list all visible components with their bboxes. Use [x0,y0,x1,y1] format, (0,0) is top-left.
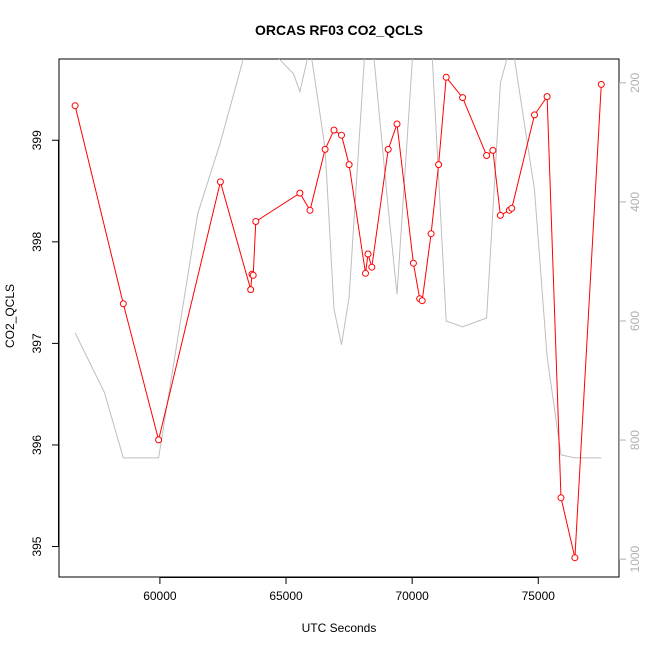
data-point [489,146,497,154]
data-point [296,189,304,197]
primary-series [71,73,605,562]
chart-title: ORCAS RF03 CO2_QCLS [255,22,423,38]
data-point [330,126,338,134]
y-tick-label: 396 [30,435,44,455]
data-point [531,111,538,119]
secondary-series-line [74,59,602,459]
data-point [571,554,579,562]
data-point [442,73,450,81]
data-point [557,494,565,502]
y-tick-label: 399 [30,130,44,150]
data-point [543,93,551,101]
data-point [459,94,467,102]
data-point [216,178,224,186]
data-point [508,204,516,212]
x-tick-label: 75000 [522,589,556,603]
data-point [321,145,329,153]
secondary-series [74,59,602,459]
data-point [155,436,163,444]
x-tick-label: 65000 [269,589,303,603]
data-point [71,102,79,110]
y-tick-label: 397 [30,333,44,353]
data-point [435,161,443,169]
y-axis-label: CO2_QCLS [3,284,17,348]
right-y-tick-label: 600 [628,311,642,331]
data-point [306,206,314,214]
data-point [252,218,260,225]
right-y-tick-label: 400 [628,192,642,212]
right-y-tick-label: 1000 [628,545,642,572]
right-y-tick-label: 800 [628,430,642,450]
data-point [362,269,369,277]
x-tick-label: 70000 [395,589,429,603]
right-y-tick-label: 200 [628,72,642,92]
data-point [247,286,255,294]
y-axis: 395 396 397 398 399 [30,130,59,557]
data-point [338,131,345,139]
y-tick-label: 395 [30,536,44,556]
data-point [393,120,401,128]
data-point [368,263,376,271]
data-point [427,230,435,238]
data-point [409,259,417,267]
x-axis-label: UTC Seconds [302,621,377,635]
x-axis: 60000 65000 70000 75000 [143,577,555,603]
data-point [483,152,491,159]
data-point [119,300,127,308]
y-tick-label: 398 [30,231,44,251]
data-point [597,80,605,88]
data-point [345,161,353,169]
data-point [364,250,372,258]
right-y-axis: 200 400 600 800 1000 [619,72,642,572]
data-point [384,145,392,153]
data-point [249,271,257,279]
x-tick-label: 60000 [143,589,177,603]
primary-series-line [74,76,602,558]
data-point [418,297,426,305]
data-point [496,211,504,219]
